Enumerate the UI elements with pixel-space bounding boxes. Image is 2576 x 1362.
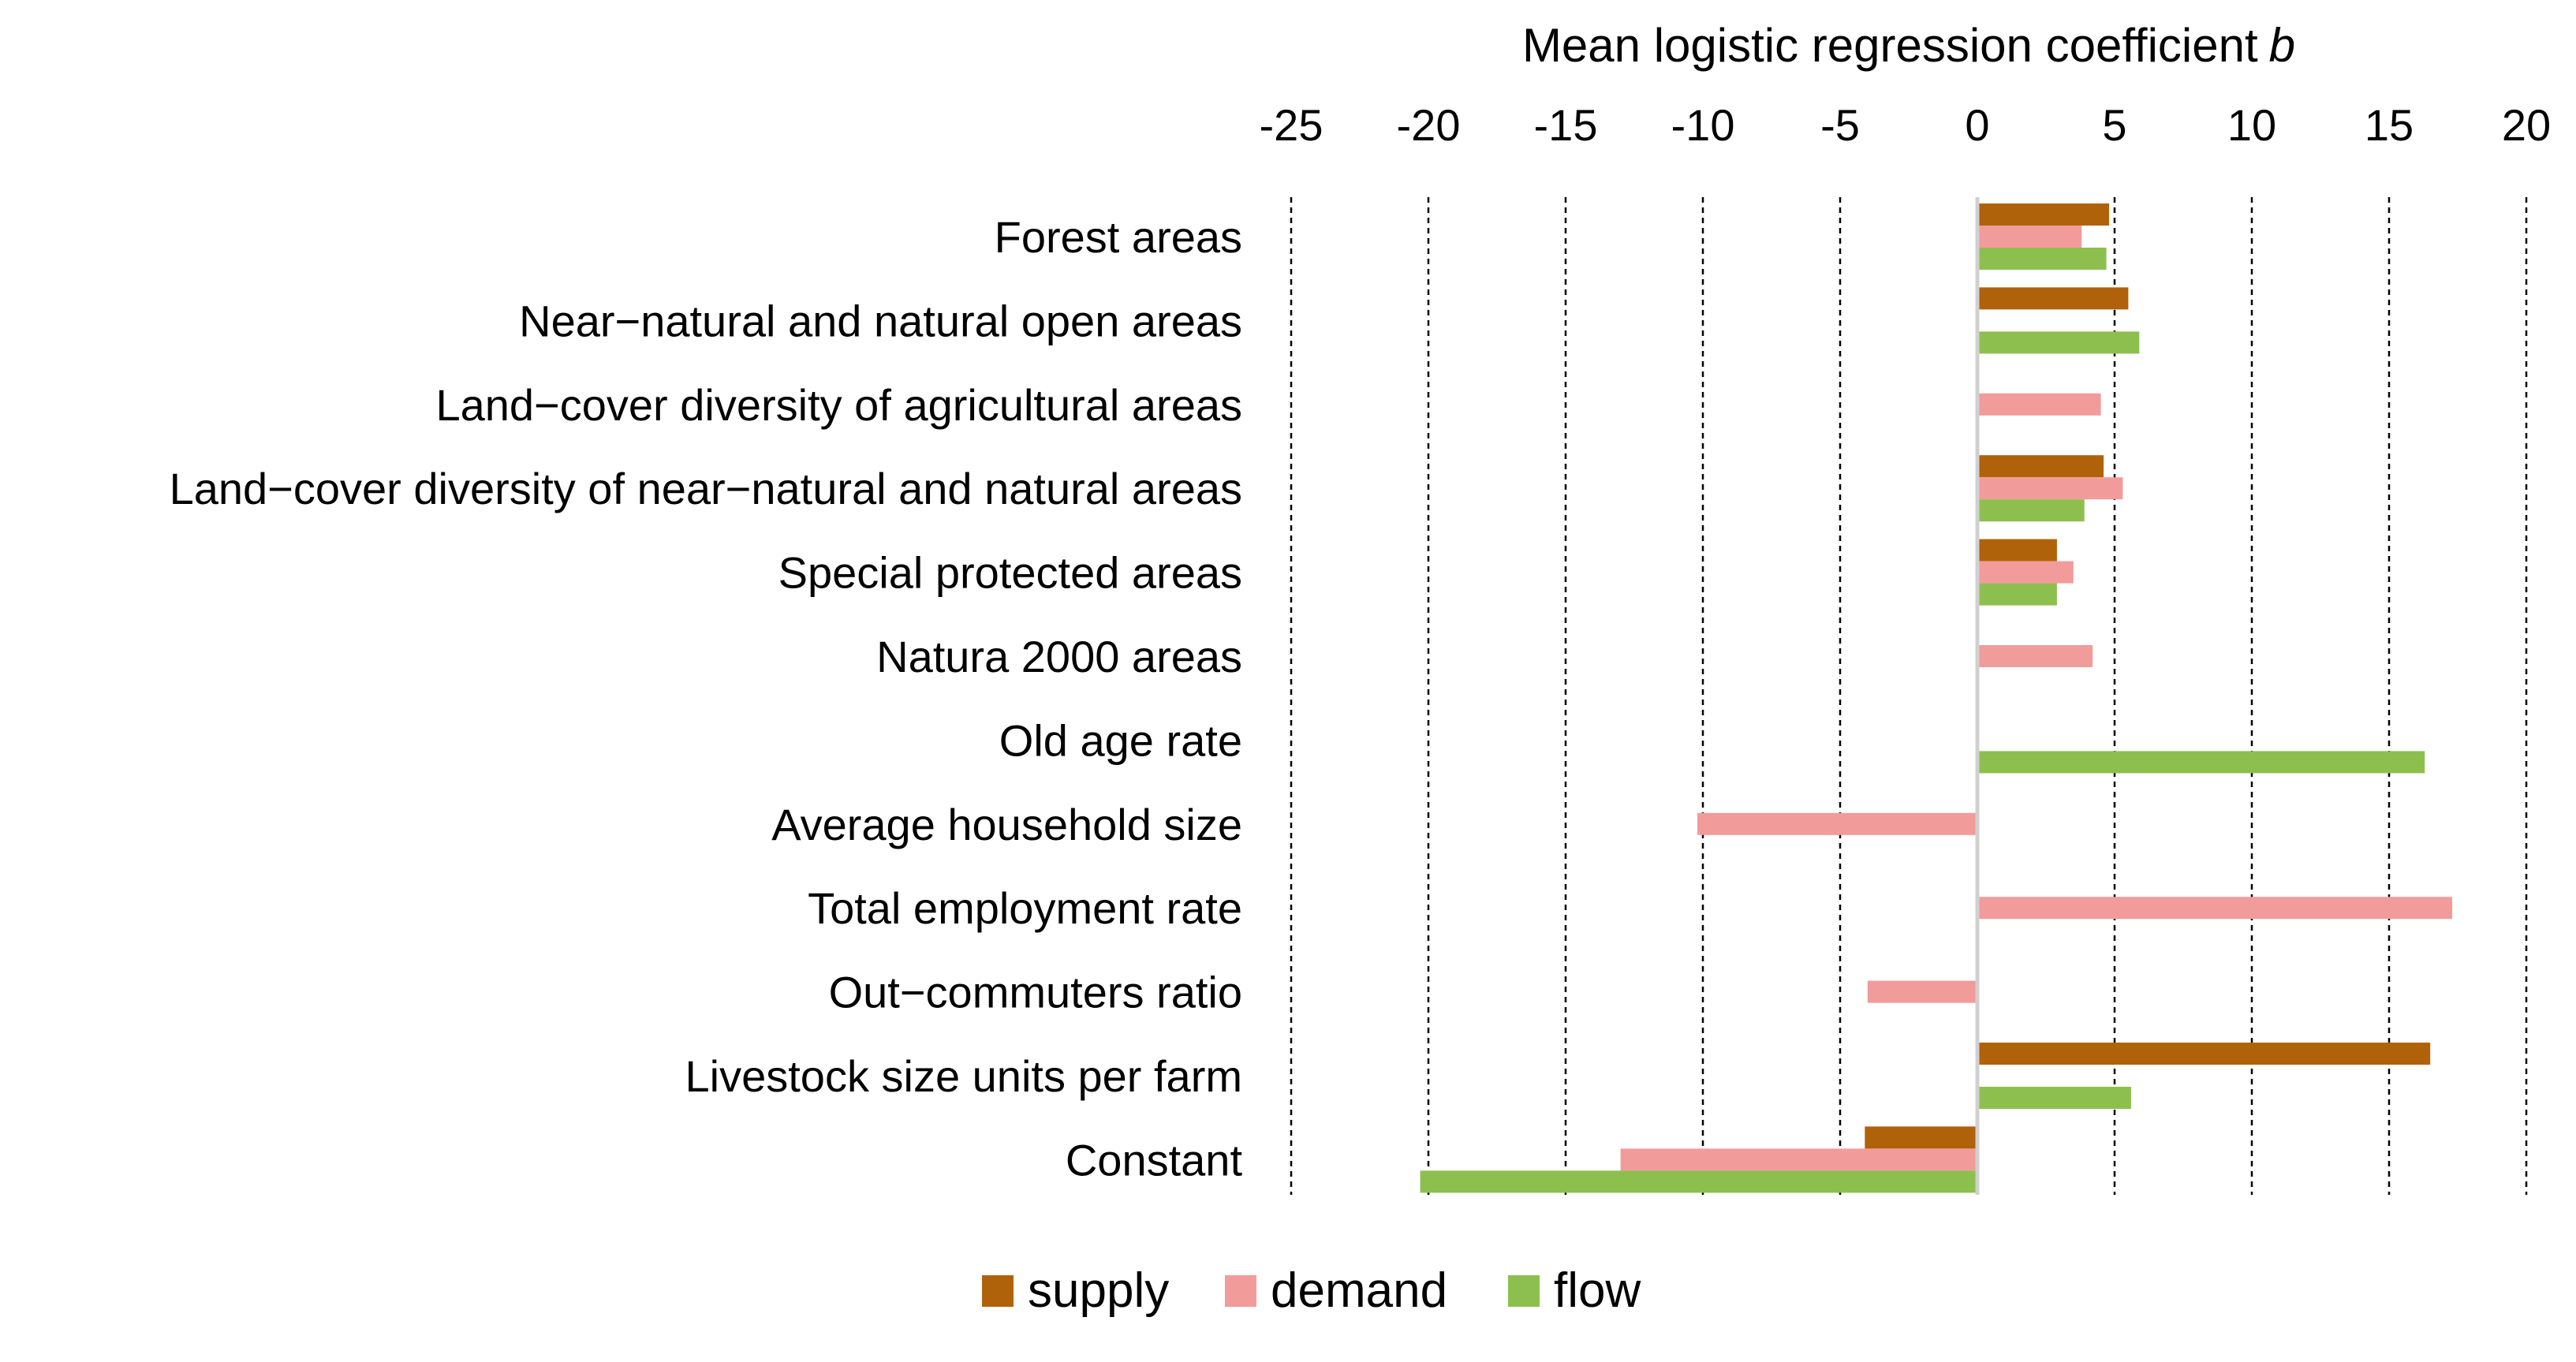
legend: supply demand flow xyxy=(982,1263,1641,1318)
bars xyxy=(1420,203,2453,1193)
bar-supply xyxy=(1977,455,2104,478)
x-tick-labels: -25 -20 -15 -10 -5 0 5 10 15 20 xyxy=(1260,100,2552,150)
bar-flow xyxy=(1977,499,2085,522)
chart-title: Mean logistic regression coefficient b xyxy=(1522,19,2295,72)
bar-demand xyxy=(1977,226,2082,248)
category-label: Special protected areas xyxy=(778,548,1242,598)
x-tick-label: -15 xyxy=(1534,100,1598,150)
chart-title-italic: b xyxy=(2269,19,2295,72)
bar-supply xyxy=(1977,203,2110,226)
category-labels: Forest areas Near−natural and natural ope… xyxy=(170,212,1243,1185)
bar-demand xyxy=(1977,477,2123,500)
category-label: Natura 2000 areas xyxy=(876,632,1242,681)
x-tick-label: -25 xyxy=(1260,100,1323,150)
category-label: Near−natural and natural open areas xyxy=(519,296,1242,345)
bar-demand xyxy=(1697,812,1977,835)
legend-swatch-supply xyxy=(982,1275,1014,1307)
x-tick-label: 0 xyxy=(1965,100,1989,150)
bar-supply xyxy=(1977,287,2129,310)
x-tick-label: 10 xyxy=(2227,100,2276,150)
bar-supply xyxy=(1865,1126,1977,1149)
x-tick-label: -20 xyxy=(1397,100,1461,150)
category-label: Constant xyxy=(1066,1135,1243,1185)
category-label: Land−cover diversity of agricultural are… xyxy=(435,380,1242,430)
bar-flow xyxy=(1977,1087,2131,1109)
bar-demand xyxy=(1977,393,2101,416)
x-tick-label: 15 xyxy=(2365,100,2414,150)
bar-demand xyxy=(1977,645,2093,667)
category-label: Total employment rate xyxy=(808,883,1242,933)
category-label: Old age rate xyxy=(999,715,1242,765)
category-label: Land−cover diversity of near−natural and… xyxy=(170,464,1242,513)
bar-flow xyxy=(1977,248,2107,270)
legend-label-demand: demand xyxy=(1271,1263,1447,1318)
category-label: Out−commuters ratio xyxy=(829,968,1242,1017)
bar-supply xyxy=(1977,1043,2431,1065)
legend-swatch-flow xyxy=(1508,1275,1540,1307)
bar-flow xyxy=(1977,751,2425,774)
legend-swatch-demand xyxy=(1225,1275,1256,1307)
labels: Mean logistic regression coefficient b xyxy=(1522,19,2295,72)
bar-demand xyxy=(1977,561,2074,584)
gridlines xyxy=(1290,197,2528,1195)
bar-flow xyxy=(1977,331,2140,354)
bar-demand xyxy=(1867,980,1977,1003)
x-tick-label: 20 xyxy=(2502,100,2551,150)
bar-demand xyxy=(1620,1148,1977,1171)
chart-title-main: Mean logistic regression coefficient xyxy=(1522,19,2258,72)
x-tick-label: 5 xyxy=(2102,100,2126,150)
legend-label-flow: flow xyxy=(1554,1263,1641,1318)
bar-supply xyxy=(1977,539,2057,562)
category-label: Average household size xyxy=(771,800,1242,849)
bar-flow xyxy=(1420,1170,1977,1193)
bar-flow xyxy=(1977,583,2057,606)
category-label: Forest areas xyxy=(995,212,1242,262)
x-tick-label: -5 xyxy=(1820,100,1860,150)
x-tick-label: -10 xyxy=(1671,100,1735,150)
legend-label-supply: supply xyxy=(1028,1263,1169,1318)
bar-demand xyxy=(1977,897,2453,920)
category-label: Livestock size units per farm xyxy=(685,1051,1242,1101)
